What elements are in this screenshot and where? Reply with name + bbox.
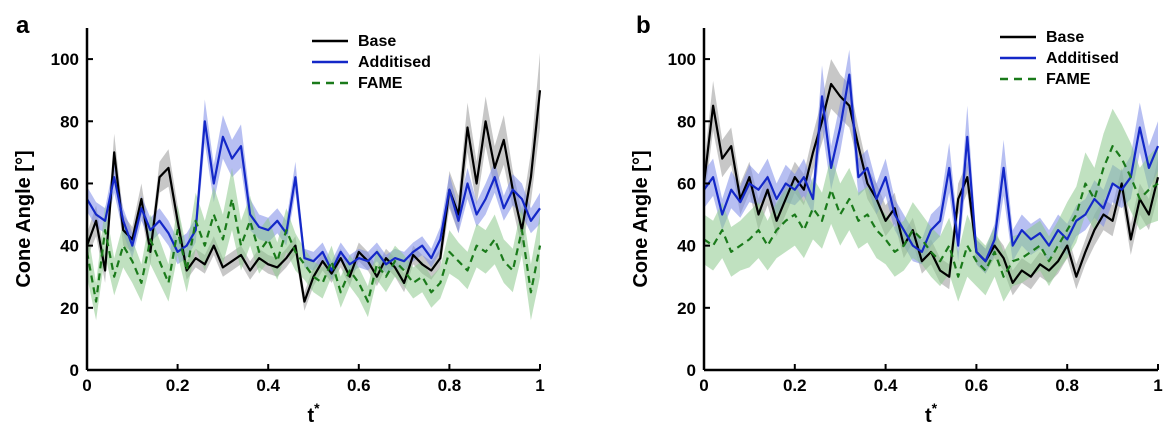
y-tick-label: 0: [687, 361, 696, 380]
x-tick-label: 0.6: [347, 376, 371, 395]
legend-label-fame: FAME: [358, 75, 403, 92]
x-axis-label-superscript: *: [314, 400, 320, 416]
band-fame: [87, 167, 540, 321]
y-tick-label: 40: [677, 237, 696, 256]
x-tick-label: 0.2: [783, 376, 807, 395]
y-tick-label: 60: [60, 174, 79, 193]
panel-a: a 0 0.2 0.4 0.6 0.8 1 0 20 40 60 80 100 t* Cone Angle …: [13, 12, 545, 427]
y-tick-label: 0: [70, 361, 79, 380]
series-line-additised: [86, 120, 541, 272]
x-axis-label: t*: [307, 400, 320, 427]
y-tick-label: 100: [668, 50, 696, 69]
legend-label-additised: Additised: [358, 54, 431, 71]
legend-label-fame: FAME: [1046, 71, 1091, 88]
y-tick-label: 60: [677, 174, 696, 193]
panel-label: b: [636, 12, 651, 39]
panel-b: b 0 0.2 0.4 0.6 0.8 1 0 20 40 60 80 100 t* Cone Angle …: [630, 12, 1163, 427]
legend-label-base: Base: [1046, 29, 1084, 46]
y-tick-label: 100: [51, 50, 79, 69]
x-tick-label: 0.4: [256, 376, 280, 395]
y-tick-label: 40: [60, 237, 79, 256]
x-tick-label: 0.2: [166, 376, 190, 395]
x-tick-label: 0: [699, 376, 708, 395]
x-tick-label: 0.8: [1055, 376, 1079, 395]
y-axis-label: Cone Angle [°]: [630, 150, 652, 287]
y-axis-label: Cone Angle [°]: [13, 150, 35, 287]
y-tick-label: 80: [60, 112, 79, 131]
y-tick-label: 20: [677, 299, 696, 318]
y-tick-label: 80: [677, 112, 696, 131]
panel-label: a: [16, 12, 30, 39]
x-tick-label: 0.6: [965, 376, 989, 395]
band-base: [704, 59, 1158, 296]
series-line-base: [85, 90, 542, 303]
x-tick-label: 1: [1153, 376, 1162, 395]
x-tick-label: 0.4: [874, 376, 898, 395]
series-line-fame: [703, 145, 1159, 278]
x-axis-label: t*: [925, 400, 938, 427]
x-tick-label: 0: [82, 376, 91, 395]
series-line-additised: [703, 73, 1160, 263]
y-tick-label: 20: [60, 299, 79, 318]
x-tick-label: 0.8: [438, 376, 462, 395]
legend-label-additised: Additised: [1046, 50, 1119, 67]
legend-label-base: Base: [358, 33, 396, 50]
x-axis-label-superscript: *: [932, 400, 938, 416]
x-tick-label: 1: [535, 376, 544, 395]
